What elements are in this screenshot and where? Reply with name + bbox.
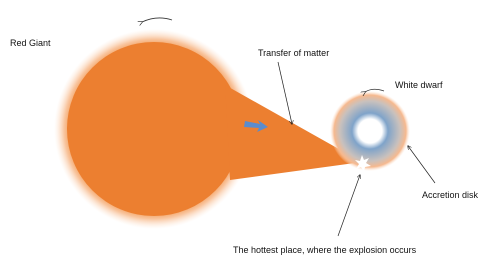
red-giant: [54, 29, 254, 229]
pointer: [408, 146, 435, 183]
diagram: Red Giant Transfer of matter White dwarf…: [0, 0, 484, 259]
pointer: [338, 175, 360, 236]
label: Accretion disk: [422, 190, 479, 200]
label: The hottest place, where the explosion o…: [233, 245, 417, 255]
label: White dwarf: [395, 80, 443, 90]
label: Transfer of matter: [258, 48, 329, 58]
pointer: [278, 62, 292, 124]
white-dwarf: [360, 121, 380, 141]
rotation-arrow: [142, 18, 172, 22]
label: Red Giant: [10, 38, 51, 48]
